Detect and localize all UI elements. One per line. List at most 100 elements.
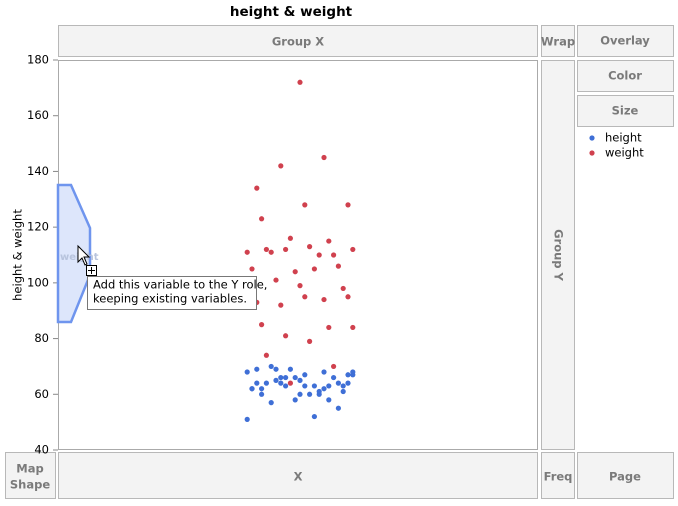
legend-label: height	[605, 131, 642, 145]
point	[331, 374, 337, 381]
point	[331, 252, 337, 258]
y-tick-label: 160	[27, 108, 49, 122]
point	[244, 249, 250, 255]
wrap-zone[interactable]	[541, 25, 575, 57]
point	[254, 380, 260, 386]
point	[307, 338, 313, 344]
color-zone[interactable]	[577, 60, 674, 92]
legend-marker	[589, 135, 595, 141]
point	[259, 216, 265, 222]
point	[335, 405, 341, 411]
x-zone[interactable]	[58, 452, 538, 499]
tooltip	[87, 276, 257, 310]
point	[326, 324, 332, 331]
cursor	[77, 244, 91, 266]
point	[307, 391, 313, 397]
point	[345, 380, 351, 386]
point	[268, 400, 274, 406]
point	[307, 244, 313, 250]
point	[335, 263, 341, 269]
point	[249, 386, 255, 392]
zone-label: Overlay	[600, 34, 650, 48]
point	[292, 397, 298, 403]
point	[263, 352, 269, 358]
tooltip-text: keeping existing variables.	[93, 292, 247, 306]
point	[326, 383, 332, 389]
y-tick-label: 180	[27, 53, 49, 67]
y-tick-label: 100	[27, 275, 49, 289]
point	[278, 302, 284, 308]
point	[321, 369, 327, 375]
freq-zone[interactable]	[541, 452, 575, 499]
point	[340, 285, 346, 292]
zone-label: Wrap	[541, 35, 575, 49]
tooltip-text: Add this variable to the Y role,	[93, 278, 267, 292]
plot-frame	[58, 60, 538, 450]
group-x-zone[interactable]	[58, 25, 538, 57]
point	[292, 269, 298, 275]
point	[287, 366, 293, 372]
point	[259, 391, 265, 397]
y-axis-label: height & weight	[11, 209, 25, 301]
point	[283, 246, 289, 253]
point	[259, 386, 265, 392]
chart-title: height & weight	[230, 4, 353, 20]
point	[273, 277, 279, 283]
zone-label: Size	[612, 104, 639, 118]
point	[345, 372, 351, 378]
point	[254, 185, 260, 191]
point	[311, 413, 317, 420]
zone-label: X	[294, 470, 303, 484]
point	[244, 416, 250, 422]
zone-label: Freq	[544, 470, 573, 484]
zone-label: Shape	[10, 478, 50, 492]
point	[340, 383, 346, 389]
point	[302, 294, 308, 300]
point	[287, 235, 293, 241]
point	[302, 372, 308, 378]
point	[278, 163, 284, 169]
point	[278, 374, 284, 381]
point	[287, 380, 293, 386]
zone-label: Group X	[272, 35, 324, 49]
cursor-plus-sign	[88, 267, 95, 274]
y-tick-label: 40	[34, 443, 49, 457]
point	[350, 324, 356, 331]
zone-label: Color	[608, 69, 642, 83]
y-tick-label: 80	[34, 331, 49, 345]
point	[321, 296, 327, 303]
point	[283, 374, 289, 381]
point	[297, 283, 303, 289]
point	[302, 383, 308, 389]
point	[273, 377, 279, 383]
point	[297, 391, 303, 397]
point	[340, 388, 346, 395]
point	[263, 246, 269, 253]
point	[254, 366, 260, 372]
zone-label: Group Y	[552, 229, 566, 281]
size-zone[interactable]	[577, 95, 674, 127]
map-shape-zone[interactable]	[5, 452, 56, 499]
group-y-zone[interactable]	[541, 60, 575, 450]
legend-label: weight	[605, 146, 644, 160]
point	[311, 266, 317, 272]
page-zone[interactable]	[577, 452, 674, 499]
point	[268, 249, 274, 255]
point	[331, 363, 337, 370]
overlay-zone[interactable]	[577, 25, 674, 57]
point	[316, 252, 322, 258]
point	[283, 333, 289, 339]
point	[302, 202, 308, 208]
point	[345, 294, 351, 300]
point	[297, 79, 303, 85]
point	[311, 383, 317, 389]
zone-label: Page	[609, 470, 641, 484]
point	[244, 369, 250, 375]
point	[297, 377, 303, 383]
point	[326, 397, 332, 403]
y-tick-label: 140	[27, 164, 49, 178]
point	[350, 369, 356, 375]
y-tick-label: 60	[34, 387, 49, 401]
point	[283, 383, 289, 389]
